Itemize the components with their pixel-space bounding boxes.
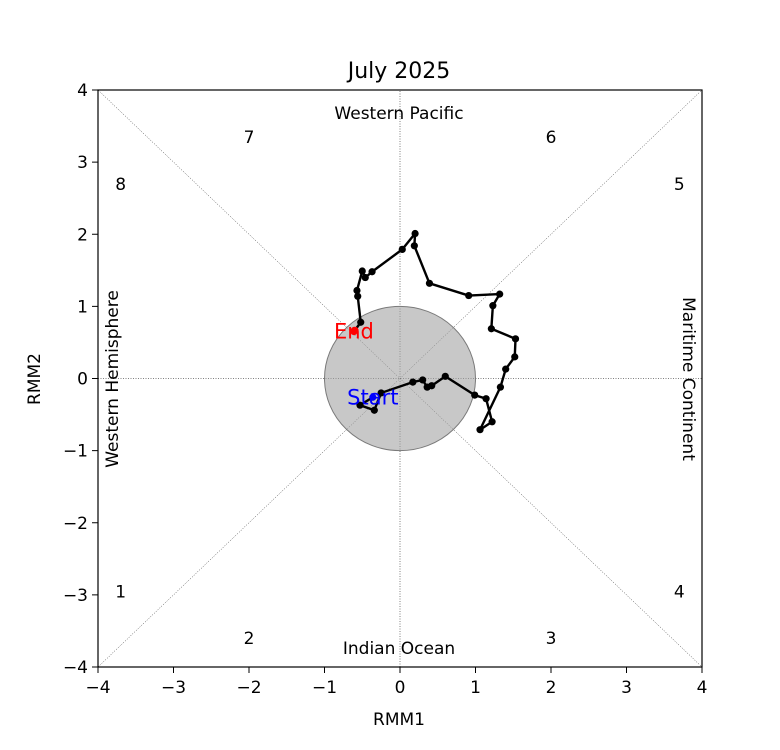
x-tick-label: 4 xyxy=(697,678,708,698)
data-point xyxy=(496,383,505,391)
region-label-top: Western Pacific xyxy=(334,104,463,124)
data-point xyxy=(410,242,418,250)
data-point xyxy=(354,292,362,300)
data-point xyxy=(511,353,519,361)
data-point xyxy=(361,273,369,282)
y-tick-label: 2 xyxy=(77,225,88,245)
region-label-left: Western Hemisphere xyxy=(103,290,123,468)
phase-label: 3 xyxy=(546,629,557,649)
end-point xyxy=(350,328,358,336)
data-point xyxy=(489,302,497,310)
data-point xyxy=(465,291,473,300)
y-tick-label: 3 xyxy=(77,153,88,173)
phase-label: 2 xyxy=(244,629,255,649)
phase-number-labels: 1 2 3 4 5 6 7 8 xyxy=(115,128,685,649)
data-point xyxy=(496,290,504,298)
y-tick-label: −4 xyxy=(63,658,88,678)
data-point xyxy=(428,382,436,390)
y-tick-label: −3 xyxy=(63,586,88,606)
phase-label: 6 xyxy=(546,128,557,148)
x-tick-label: −2 xyxy=(236,678,261,698)
phase-label: 8 xyxy=(115,175,126,195)
data-point xyxy=(487,325,495,333)
chart-title: July 2025 xyxy=(346,59,451,84)
amplitude-circle xyxy=(324,305,476,452)
data-point xyxy=(353,286,361,295)
data-point xyxy=(356,401,364,409)
rmm-trajectory xyxy=(350,229,520,434)
data-point xyxy=(476,426,484,434)
data-point xyxy=(511,335,520,343)
data-point xyxy=(370,406,378,414)
data-point xyxy=(502,365,510,373)
region-label-bottom: Indian Ocean xyxy=(343,639,455,659)
x-tick-label: 2 xyxy=(546,678,557,698)
phase-label: 5 xyxy=(674,175,685,195)
y-tick-label: −2 xyxy=(63,514,88,534)
region-label-right: Maritime Continent xyxy=(678,297,698,461)
x-tick-label: −4 xyxy=(85,678,110,698)
data-point xyxy=(377,389,385,397)
data-point xyxy=(482,395,490,403)
data-point xyxy=(368,268,376,276)
phase-label: 4 xyxy=(674,582,685,602)
x-axis-label: RMM1 xyxy=(373,710,425,730)
start-label: Start xyxy=(347,385,398,409)
y-tick-label: 0 xyxy=(77,370,88,390)
data-point xyxy=(358,267,366,275)
data-point xyxy=(357,318,365,326)
x-tick-label: 3 xyxy=(621,678,632,698)
x-tick-label: −3 xyxy=(161,678,186,698)
y-tick-label: 1 xyxy=(77,297,88,317)
start-point xyxy=(369,393,377,401)
amplitude-circle-layer xyxy=(324,305,476,452)
x-tick-label: −1 xyxy=(312,678,337,698)
x-tick-label: 0 xyxy=(395,678,406,698)
y-tick-label: −1 xyxy=(63,442,88,462)
y-axis-label: RMM2 xyxy=(25,353,45,405)
data-point xyxy=(471,391,479,399)
phase-label: 7 xyxy=(244,128,255,148)
data-point xyxy=(425,279,434,287)
data-point xyxy=(488,418,496,426)
data-point xyxy=(411,229,419,238)
data-point xyxy=(398,245,406,253)
data-point xyxy=(409,378,417,386)
data-point xyxy=(441,372,449,380)
data-point xyxy=(419,376,427,384)
phase-label: 1 xyxy=(115,582,126,602)
y-tick-label: 4 xyxy=(77,81,88,101)
end-label: End xyxy=(334,320,374,344)
axes: −4 −3 −2 −1 0 1 2 3 4 −4 −3 −2 −1 0 1 2 3 4 xyxy=(63,81,707,698)
x-tick-label: 1 xyxy=(470,678,481,698)
